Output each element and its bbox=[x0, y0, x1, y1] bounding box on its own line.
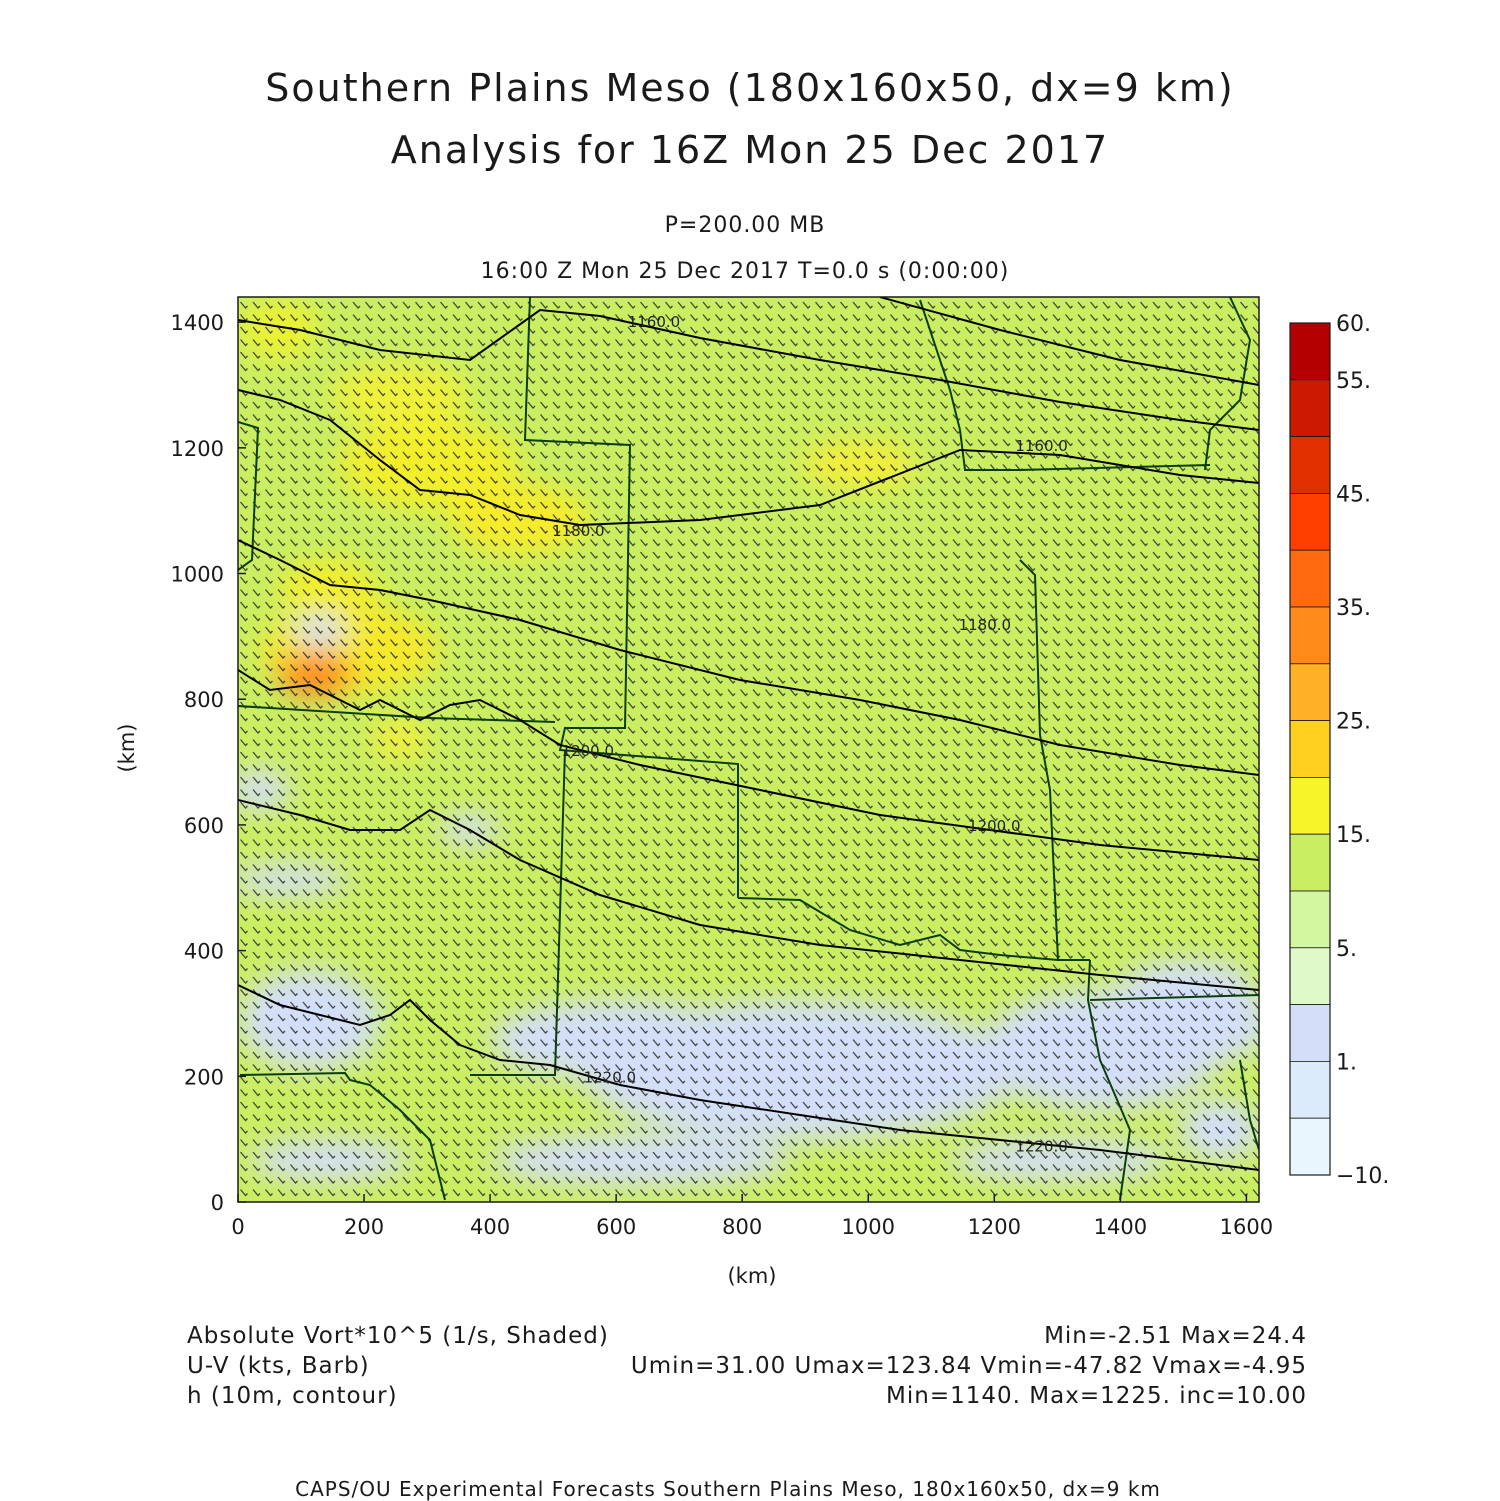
contour-label: 1180.0 bbox=[959, 616, 1012, 634]
y-tick-label: 0 bbox=[211, 1191, 224, 1215]
wind-barbs bbox=[238, 297, 1259, 1202]
x-tick-label: 1600 bbox=[1220, 1215, 1273, 1239]
credit-line: CAPS/OU Experimental Forecasts Southern … bbox=[295, 1477, 1161, 1501]
colorbar-swatch bbox=[1289, 492, 1331, 551]
colorbar-label: 5. bbox=[1336, 937, 1357, 962]
legend-wind-range: Umin=31.00 Umax=123.84 Vmin=-47.82 Vmax=… bbox=[630, 1353, 1307, 1379]
contour-label: 1220.0 bbox=[1015, 1138, 1068, 1156]
legend-contour: h (10m, contour) bbox=[187, 1383, 398, 1409]
colorbar-swatch bbox=[1289, 720, 1331, 778]
colorbar-swatch bbox=[1289, 777, 1331, 835]
colorbar-label: 45. bbox=[1336, 482, 1371, 507]
legend-shaded-range: Min=-2.51 Max=24.4 bbox=[1044, 1323, 1307, 1349]
colorbar-swatch bbox=[1289, 322, 1331, 381]
colorbar-swatch bbox=[1289, 379, 1331, 437]
y-axis-label: (km) bbox=[115, 723, 139, 772]
colorbar-swatch bbox=[1289, 1061, 1331, 1119]
pressure-level: P=200.00 MB bbox=[664, 213, 826, 238]
contour-label: 1200.0 bbox=[562, 742, 615, 760]
map-title-line1: Southern Plains Meso (180x160x50, dx=9 k… bbox=[265, 66, 1235, 110]
map-title-line2: Analysis for 16Z Mon 25 Dec 2017 bbox=[390, 128, 1110, 172]
x-tick-label: 600 bbox=[596, 1215, 636, 1239]
legend-shaded: Absolute Vort*10^5 (1/s, Shaded) bbox=[187, 1323, 609, 1349]
colorbar-label: 15. bbox=[1336, 823, 1371, 848]
colorbar-label: 25. bbox=[1336, 710, 1371, 735]
contour-label: 1220.0 bbox=[584, 1069, 637, 1087]
y-tick-label: 1000 bbox=[171, 563, 224, 587]
valid-time: 16:00 Z Mon 25 Dec 2017 T=0.0 s (0:00:00… bbox=[480, 259, 1010, 284]
x-tick-label: 1400 bbox=[1094, 1215, 1147, 1239]
colorbar-swatch bbox=[1289, 947, 1331, 1005]
plot-frame bbox=[237, 296, 1260, 1203]
colorbar-swatch bbox=[1289, 833, 1331, 892]
y-tick-label: 1400 bbox=[171, 311, 224, 335]
x-tick-label: 0 bbox=[231, 1215, 244, 1239]
colorbar-swatch bbox=[1289, 890, 1331, 949]
x-tick-label: 1200 bbox=[968, 1215, 1021, 1239]
legend-barb: U-V (kts, Barb) bbox=[187, 1353, 370, 1379]
colorbar-swatch bbox=[1289, 436, 1331, 494]
colorbar-swatch bbox=[1289, 606, 1331, 665]
colorbar-swatch bbox=[1289, 549, 1331, 608]
y-tick-label: 600 bbox=[184, 814, 224, 838]
y-tick-label: 800 bbox=[184, 688, 224, 712]
colorbar-swatch bbox=[1289, 1117, 1331, 1176]
colorbar-label: 55. bbox=[1336, 369, 1371, 394]
contour-label: 1200.0 bbox=[968, 817, 1021, 835]
colorbar: 60. 55. 45. 35. 25. 15. 5. 1. −10. bbox=[1289, 312, 1389, 1189]
colorbar-label: 60. bbox=[1336, 312, 1371, 337]
colorbar-label: −10. bbox=[1336, 1164, 1389, 1189]
contour-label: 1180.0 bbox=[552, 522, 605, 540]
contour-label-group: 1160.0 1160.0 1180.0 1180.0 1200.0 1200.0 1220… bbox=[552, 313, 1068, 1156]
y-tick-label: 200 bbox=[184, 1065, 224, 1089]
x-tick-label: 400 bbox=[470, 1215, 510, 1239]
x-axis: 0 200 400 600 800 1000 1200 1400 1600 bbox=[231, 1194, 1273, 1239]
x-tick-label: 800 bbox=[722, 1215, 762, 1239]
x-tick-label: 1000 bbox=[842, 1215, 895, 1239]
colorbar-swatch bbox=[1289, 663, 1331, 721]
height-contours bbox=[238, 297, 1259, 1171]
y-tick-label: 1200 bbox=[171, 437, 224, 461]
colorbar-label: 1. bbox=[1336, 1050, 1357, 1075]
y-axis: 0 200 400 600 800 1000 1200 1400 bbox=[171, 311, 246, 1215]
x-tick-label: 200 bbox=[344, 1215, 384, 1239]
colorbar-swatch bbox=[1289, 1004, 1331, 1062]
political-boundaries bbox=[238, 297, 1259, 1201]
contour-label: 1160.0 bbox=[628, 313, 681, 331]
x-axis-label: (km) bbox=[727, 1264, 776, 1288]
colorbar-label: 35. bbox=[1336, 596, 1371, 621]
colorbar-frame bbox=[1289, 322, 1331, 1176]
legend-contour-range: Min=1140. Max=1225. inc=10.00 bbox=[886, 1383, 1307, 1409]
shaded-field: 1160.0 1160.0 1180.0 1180.0 1200.0 1200.0 1220… bbox=[238, 297, 1259, 1202]
contour-label: 1160.0 bbox=[1015, 437, 1068, 455]
y-tick-label: 400 bbox=[184, 940, 224, 964]
